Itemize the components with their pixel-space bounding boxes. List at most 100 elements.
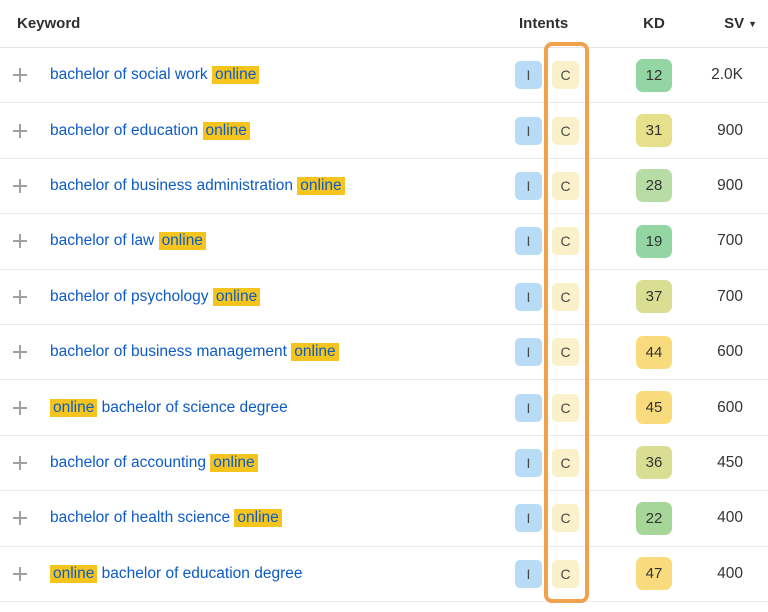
intent-badge-commercial: C [552, 227, 579, 256]
sv-value: 600 [717, 398, 743, 416]
intent-badge-commercial: C [552, 61, 579, 90]
add-keyword-button[interactable] [11, 343, 29, 361]
intent-badge-commercial: C [552, 393, 579, 422]
kd-badge: 19 [636, 224, 672, 258]
keyword-text: bachelor of science degree [97, 398, 288, 416]
intent-badge-commercial: C [552, 282, 579, 311]
sv-value: 400 [717, 509, 743, 527]
keyword-text: bachelor of education [50, 121, 203, 139]
add-keyword-button[interactable] [11, 288, 29, 306]
intent-badge-commercial: C [552, 559, 579, 588]
plus-icon [11, 66, 29, 84]
table-row: bachelor of law online I C 19 700 [0, 214, 768, 270]
sv-value: 2.0K [711, 66, 743, 84]
kd-badge: 36 [636, 446, 672, 480]
intent-badge-commercial: C [552, 504, 579, 533]
add-keyword-button[interactable] [11, 565, 29, 583]
keyword-highlighted-term: online [210, 453, 258, 472]
keyword-highlighted-term: online [234, 509, 282, 528]
plus-icon [11, 399, 29, 417]
table-row: bachelor of education online I C 31 900 [0, 103, 768, 159]
kd-badge: 28 [636, 169, 672, 203]
plus-icon [11, 454, 29, 472]
keyword-highlighted-term: online [211, 66, 260, 85]
intent-badge-informational: I [515, 282, 542, 311]
sv-column-label: SV [724, 15, 745, 32]
keyword-highlighted-term: online [291, 343, 339, 362]
intent-badge-commercial: C [552, 448, 579, 477]
sv-value: 700 [717, 287, 743, 305]
keyword-link[interactable]: bachelor of social work online [50, 66, 260, 85]
keyword-column-header: Keyword [17, 15, 81, 32]
table-header-row: Keyword Intents KD SV ▼ [0, 0, 768, 48]
plus-icon [11, 177, 29, 195]
plus-icon [11, 122, 29, 140]
keyword-link[interactable]: bachelor of accounting online [50, 453, 258, 472]
keyword-text: bachelor of health science [50, 509, 235, 527]
add-keyword-button[interactable] [11, 177, 29, 195]
sv-value: 700 [717, 232, 743, 250]
plus-icon [11, 565, 29, 583]
add-keyword-button[interactable] [11, 399, 29, 417]
table-row: bachelor of business management online I… [0, 325, 768, 381]
keyword-text: bachelor of social work [50, 66, 212, 84]
kd-badge: 47 [636, 557, 672, 591]
plus-icon [11, 232, 29, 250]
kd-badge: 31 [636, 114, 672, 148]
keyword-text: bachelor of business administration [50, 176, 298, 194]
kd-badge: 22 [636, 501, 672, 535]
add-keyword-button[interactable] [11, 122, 29, 140]
table-row: bachelor of psychology online I C 37 700 [0, 270, 768, 325]
keyword-text: bachelor of psychology [50, 287, 213, 305]
keyword-highlighted-term: online [202, 121, 250, 140]
intent-badge-informational: I [515, 116, 542, 145]
add-keyword-button[interactable] [11, 509, 29, 527]
kd-badge: 12 [636, 58, 672, 92]
keyword-link[interactable]: bachelor of health science online [50, 509, 282, 528]
intent-badge-informational: I [515, 227, 542, 256]
keyword-link[interactable]: online bachelor of science degree [50, 398, 288, 417]
keyword-text: bachelor of business management [50, 343, 292, 361]
kd-badge: 45 [636, 391, 672, 425]
intent-badge-informational: I [515, 448, 542, 477]
intent-badge-informational: I [515, 504, 542, 533]
plus-icon [11, 288, 29, 306]
intent-badge-informational: I [515, 171, 542, 200]
keyword-highlighted-term: online [50, 398, 98, 417]
table-row: bachelor of accounting online I C 36 450 [0, 436, 768, 492]
keyword-link[interactable]: bachelor of business management online [50, 343, 339, 362]
keyword-link[interactable]: bachelor of psychology online [50, 287, 261, 306]
keyword-link[interactable]: bachelor of business administration onli… [50, 176, 345, 195]
table-row: online bachelor of education degree I C … [0, 547, 768, 602]
keyword-text: bachelor of law [50, 232, 159, 250]
table-row: online bachelor of science degree I C 45… [0, 380, 768, 436]
keyword-highlighted-term: online [158, 232, 206, 251]
add-keyword-button[interactable] [11, 454, 29, 472]
keyword-text: bachelor of education degree [97, 564, 303, 582]
intent-badge-commercial: C [552, 338, 579, 367]
sv-value: 900 [717, 121, 743, 139]
intent-badge-informational: I [515, 393, 542, 422]
keyword-link[interactable]: bachelor of education online [50, 121, 250, 140]
intent-badge-informational: I [515, 61, 542, 90]
keyword-highlighted-term: online [50, 564, 98, 583]
sv-value: 400 [717, 564, 743, 582]
keyword-link[interactable]: online bachelor of education degree [50, 564, 303, 583]
keyword-link[interactable]: bachelor of law online [50, 232, 206, 251]
plus-icon [11, 343, 29, 361]
table-row: bachelor of business administration onli… [0, 159, 768, 215]
keyword-highlighted-term: online [212, 287, 261, 306]
add-keyword-button[interactable] [11, 232, 29, 250]
intent-badge-commercial: C [552, 171, 579, 200]
intent-badge-informational: I [515, 559, 542, 588]
sv-value: 450 [717, 453, 743, 471]
kd-badge: 44 [636, 335, 672, 369]
sort-descending-icon: ▼ [748, 18, 757, 29]
sv-column-header[interactable]: SV ▼ [708, 15, 768, 32]
keyword-highlighted-term: online [297, 176, 345, 195]
kd-column-header[interactable]: KD [643, 15, 665, 32]
add-keyword-button[interactable] [11, 66, 29, 84]
sv-value: 600 [717, 343, 743, 361]
